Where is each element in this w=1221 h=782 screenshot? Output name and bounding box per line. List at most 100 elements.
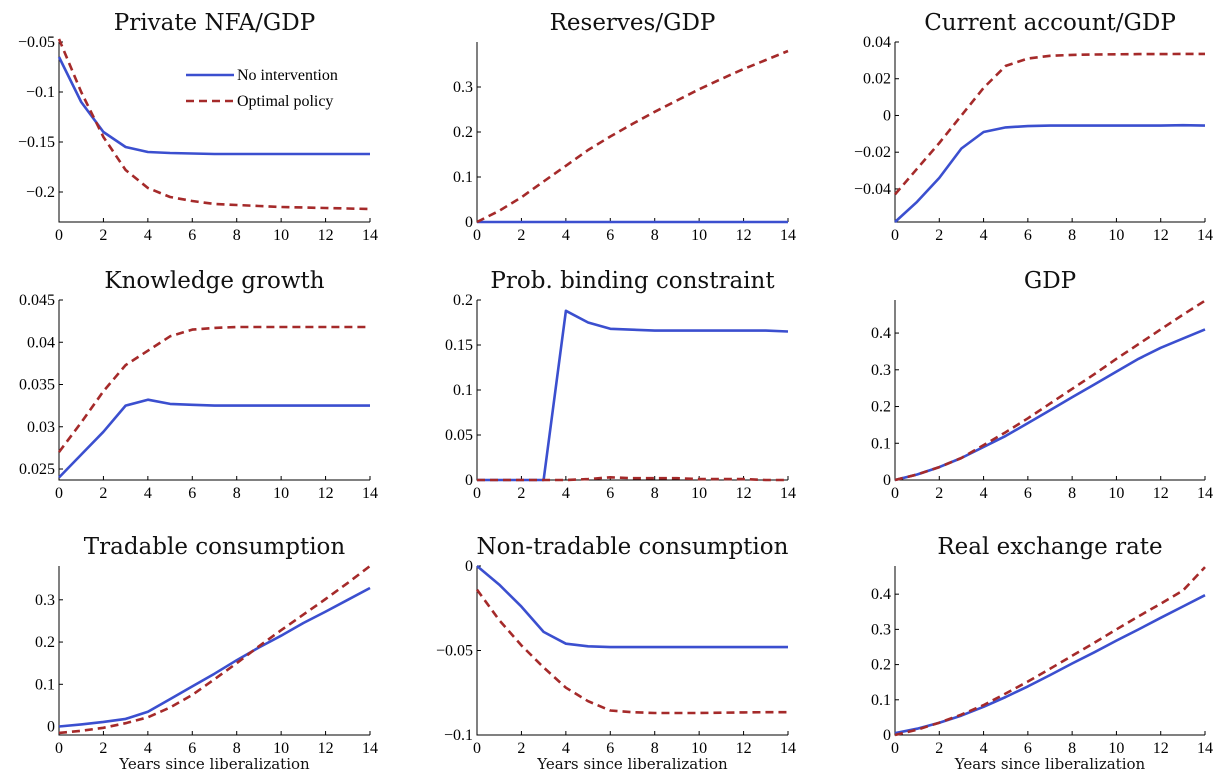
y-tick-label: 0 <box>883 727 891 744</box>
x-tick-label: 8 <box>1068 485 1076 502</box>
series-line-no-intervention <box>57 56 370 156</box>
axes <box>894 566 1205 736</box>
panel-title: Reserves/GDP <box>550 10 716 36</box>
x-tick-label: 12 <box>736 227 752 244</box>
x-tick-label: 8 <box>233 227 241 244</box>
y-tick-label: 0.1 <box>871 692 891 709</box>
x-tick-label: 8 <box>651 740 659 757</box>
x-tick-label: 6 <box>606 227 614 244</box>
y-tick-label: 0.3 <box>453 79 473 96</box>
x-tick-label: 4 <box>144 740 152 757</box>
x-tick-label: 12 <box>318 227 334 244</box>
x-tick-label: 0 <box>473 227 481 244</box>
y-tick-label: 0.02 <box>863 71 891 88</box>
y-tick-label: 0 <box>465 472 473 489</box>
legend-label-optimal-policy: Optimal policy <box>237 93 333 110</box>
x-tick-label: 0 <box>473 485 481 502</box>
x-tick-label: 2 <box>517 740 525 757</box>
series-line-optimal-policy <box>475 588 788 715</box>
x-tick-label: 0 <box>891 227 899 244</box>
series-line-no-intervention <box>58 586 371 728</box>
x-tick-label: 10 <box>273 740 289 757</box>
series-line-optimal-policy <box>894 299 1206 482</box>
y-tick-label: 0 <box>465 214 473 231</box>
x-axis-label: Years since liberalization <box>954 755 1146 773</box>
x-tick-label: 0 <box>891 740 899 757</box>
x-tick-label: 8 <box>651 227 659 244</box>
chart-panel: Tradable consumption 0 2 4 6 8 10 12 14 0.3 0.2 0.1… <box>35 534 378 773</box>
chart-panel: GDP 0 2 4 6 8 10 12 14 0.4 0.3 0.2 0.1 0 <box>871 268 1213 502</box>
x-tick-label: 12 <box>1153 740 1169 757</box>
x-tick-label: 14 <box>780 485 796 502</box>
x-tick-label: 12 <box>1153 485 1169 502</box>
panel-title: Non-tradable consumption <box>477 534 789 560</box>
x-tick-label: 2 <box>935 485 943 502</box>
x-tick-label: 14 <box>1197 485 1213 502</box>
x-tick-label: 14 <box>362 227 378 244</box>
chart-panel: Current account/GDP 0 2 4 6 8 10 12 14 0.04 0.02 0 −… <box>854 10 1213 244</box>
series-line-optimal-policy <box>57 38 371 211</box>
chart-panel: Real exchange rate 0 2 4 6 8 10 12 14 0.4 0.3 0.2 0.… <box>871 534 1213 773</box>
y-tick-label: 0.2 <box>453 124 473 141</box>
x-tick-label: 6 <box>1024 485 1032 502</box>
y-tick-label: 0.1 <box>453 382 473 399</box>
x-tick-label: 0 <box>473 740 481 757</box>
chart-panel: Private NFA/GDP 0 2 4 6 8 10 12 14 −0.05 −0.1 −0.15… <box>18 10 378 244</box>
panel-title: Prob. binding constraint <box>490 268 775 294</box>
x-tick-label: 0 <box>55 740 63 757</box>
axes <box>894 300 1205 481</box>
y-tick-label: 0.04 <box>27 334 55 351</box>
legend-label-no-intervention: No intervention <box>237 67 338 84</box>
axes <box>58 566 370 736</box>
y-tick-label: 0.4 <box>871 325 891 342</box>
y-tick-label: 0.2 <box>871 399 891 416</box>
x-tick-label: 12 <box>318 485 334 502</box>
chart-panel: Reserves/GDP 0 2 4 6 8 10 12 14 0 0.1 0.2 0.3 <box>453 10 796 244</box>
x-tick-label: 14 <box>362 740 378 757</box>
series-line-optimal-policy <box>58 564 371 735</box>
x-tick-label: 0 <box>55 485 63 502</box>
panel-title: Real exchange rate <box>937 534 1162 560</box>
x-tick-label: 8 <box>233 740 241 757</box>
y-tick-label: −0.1 <box>26 84 55 101</box>
x-tick-label: 2 <box>935 740 943 757</box>
panel-title: Knowledge growth <box>104 268 324 294</box>
series-line-no-intervention <box>894 594 1206 735</box>
y-tick-label: 0.2 <box>35 634 55 651</box>
x-tick-label: 12 <box>318 740 334 757</box>
x-tick-label: 4 <box>980 485 988 502</box>
x-tick-label: 12 <box>1153 227 1169 244</box>
y-tick-label: 0.3 <box>35 592 55 609</box>
x-tick-label: 10 <box>1108 740 1124 757</box>
x-tick-label: 8 <box>233 485 241 502</box>
axes <box>476 300 788 481</box>
x-tick-label: 6 <box>188 227 196 244</box>
y-tick-label: 0.1 <box>871 435 891 452</box>
y-tick-label: 0.2 <box>871 657 891 674</box>
series-line-optimal-policy <box>894 566 1206 737</box>
x-tick-label: 10 <box>691 227 707 244</box>
chart-panel: Knowledge growth 0 2 4 6 8 10 12 14 0.045 0.04 0.03… <box>19 268 378 502</box>
x-tick-label: 6 <box>606 485 614 502</box>
x-tick-label: 12 <box>736 740 752 757</box>
x-tick-label: 4 <box>980 740 988 757</box>
x-tick-label: 2 <box>935 227 943 244</box>
y-tick-label: 0.1 <box>453 169 473 186</box>
x-tick-label: 8 <box>1068 227 1076 244</box>
x-tick-label: 8 <box>651 485 659 502</box>
panel-title: GDP <box>1024 268 1076 294</box>
series-line-optimal-policy <box>476 49 789 224</box>
x-tick-label: 6 <box>188 740 196 757</box>
y-tick-label: −0.2 <box>26 184 55 201</box>
y-tick-label: 0.2 <box>453 292 473 309</box>
x-tick-label: 6 <box>1024 227 1032 244</box>
x-axis-label: Years since liberalization <box>118 755 310 773</box>
series-line-optimal-policy <box>57 325 370 453</box>
y-tick-label: 0.03 <box>27 419 55 436</box>
panel-title: Tradable consumption <box>84 534 346 560</box>
x-tick-label: 10 <box>1108 485 1124 502</box>
y-tick-label: 0.04 <box>863 34 891 51</box>
x-tick-label: 10 <box>273 485 289 502</box>
y-tick-label: 0.045 <box>19 292 55 309</box>
